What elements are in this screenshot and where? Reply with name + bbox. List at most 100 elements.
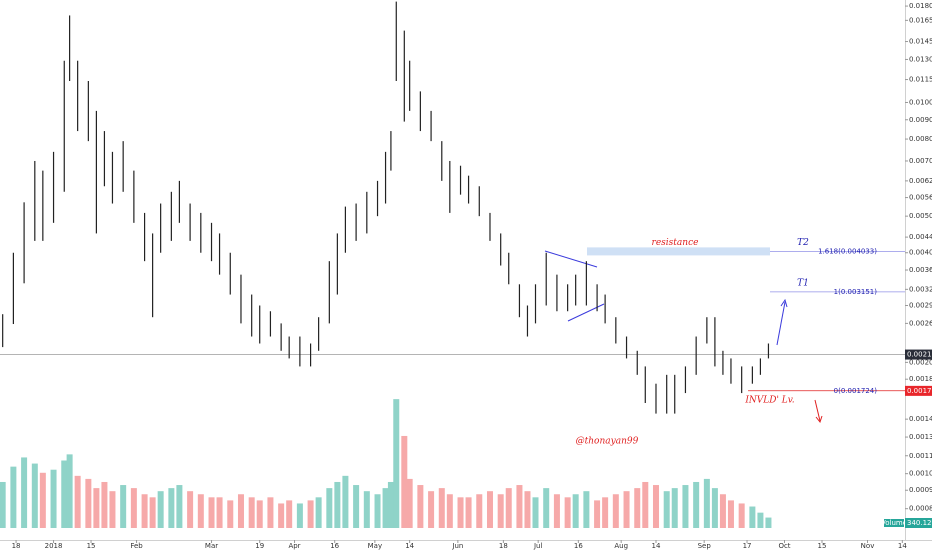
volume-bar <box>296 503 303 528</box>
volume-bar <box>307 500 314 528</box>
volume-bar <box>543 488 550 528</box>
volume-bar <box>438 488 445 528</box>
x-tick-label: 14 <box>898 542 907 550</box>
volume-bar <box>374 494 381 528</box>
invalid-level-label: INVLD' Lv. <box>744 395 794 405</box>
volume-bar <box>168 488 175 528</box>
x-tick-label: May <box>368 542 382 550</box>
volume-bar <box>428 491 435 528</box>
volume-bar <box>553 494 560 528</box>
volume-bar <box>564 497 571 528</box>
volume-bar <box>208 497 215 528</box>
volume-bar <box>21 457 28 528</box>
volume-bar <box>256 500 263 528</box>
volume-bar <box>197 494 204 528</box>
volume-bar <box>757 512 764 528</box>
volume-bar <box>749 506 756 528</box>
volume-bar <box>130 488 137 528</box>
x-tick-label: 17 <box>743 542 752 550</box>
volume-bar <box>738 503 745 528</box>
volume-bar <box>623 491 630 528</box>
volume-bar <box>765 517 772 528</box>
x-tick-label: Oct <box>778 542 790 550</box>
volume-bar <box>278 503 285 528</box>
volume-bar <box>505 488 512 528</box>
volume-bar <box>719 494 726 528</box>
volume-bar <box>149 497 156 528</box>
y-tick-label: 0.001160 <box>909 452 932 460</box>
x-tick-label: 16 <box>574 542 583 550</box>
volume-bar <box>93 488 100 528</box>
arrow-shaft <box>814 399 821 422</box>
pattern-line <box>544 250 598 268</box>
arrow-head <box>780 298 788 308</box>
resistance-band <box>587 247 770 256</box>
x-tick-label: 15 <box>87 542 96 550</box>
volume-bar <box>101 481 108 528</box>
volume-bar <box>497 494 504 528</box>
arrow-shaft <box>776 301 786 346</box>
x-tick-label: 18 <box>12 542 21 550</box>
y-tick-label: 0.004000 <box>909 249 932 257</box>
pattern-line <box>567 303 605 322</box>
volume-bar <box>157 491 164 528</box>
volume-bar <box>652 485 659 528</box>
volume-bar <box>109 491 116 528</box>
volume-legend-name: Volume <box>881 519 907 527</box>
volume-bar <box>516 485 523 528</box>
y-tick-label: 0.004400 <box>909 233 932 241</box>
x-tick-label: 15 <box>818 542 827 550</box>
invalid-arrow <box>814 399 823 424</box>
volume-bar <box>315 497 322 528</box>
last-price-label: 0.002150 <box>907 351 932 359</box>
volume-bar <box>387 481 394 528</box>
target-1-label: T1 <box>797 278 809 288</box>
fib-level-label: 1(0.003151) <box>834 288 878 296</box>
resistance-label: resistance <box>652 238 699 248</box>
y-tick-label: 0.001450 <box>909 415 932 423</box>
volume-bar <box>401 435 408 528</box>
volume-bar <box>141 494 148 528</box>
target-2-label: T2 <box>797 238 809 248</box>
y-tick-label: 0.008000 <box>909 135 932 143</box>
y-tick-label: 0.011500 <box>909 76 932 84</box>
volume-bar <box>693 481 700 528</box>
y-tick-label: 0.001300 <box>909 433 932 441</box>
volume-bar <box>353 485 360 528</box>
y-tick-label: 0.001040 <box>909 470 932 478</box>
volume-bar <box>382 488 389 528</box>
y-tick-label: 0.018000 <box>909 2 932 10</box>
y-tick-label: 0.014500 <box>909 38 932 46</box>
volume-bar <box>612 494 619 528</box>
volume-bar <box>50 469 57 528</box>
x-tick-label: 14 <box>652 542 661 550</box>
y-tick-label: 0.001850 <box>909 375 932 383</box>
volume-bar <box>176 485 183 528</box>
volume-bar <box>642 481 649 528</box>
volume-bar <box>602 497 609 528</box>
invalid-price-box <box>905 385 932 396</box>
y-tick-label: 0.009000 <box>909 116 932 124</box>
x-tick-label: Sep <box>698 542 712 550</box>
y-tick-label: 0.013000 <box>909 55 932 63</box>
y-tick-label: 0.016500 <box>909 16 932 24</box>
y-tick-label: 0.000940 <box>909 486 932 494</box>
volume-bar <box>85 478 92 528</box>
volume-bar <box>334 481 341 528</box>
y-tick-label: 0.002900 <box>909 301 932 309</box>
volume-bar <box>66 454 73 528</box>
x-tick-label: Jun <box>451 542 463 550</box>
volume-bar <box>671 488 678 528</box>
y-tick-label: 0.007000 <box>909 157 932 165</box>
y-tick-label: 0.002600 <box>909 319 932 327</box>
volume-bar <box>74 475 81 528</box>
volume-bar <box>393 399 400 528</box>
volume-bar <box>187 491 194 528</box>
volume-bar <box>532 497 539 528</box>
y-tick-label: 0.002050 <box>909 358 932 366</box>
arrow-head <box>815 415 823 424</box>
volume-bar <box>216 497 223 528</box>
x-tick-label: Jul <box>533 542 543 550</box>
volume-bar <box>682 485 689 528</box>
